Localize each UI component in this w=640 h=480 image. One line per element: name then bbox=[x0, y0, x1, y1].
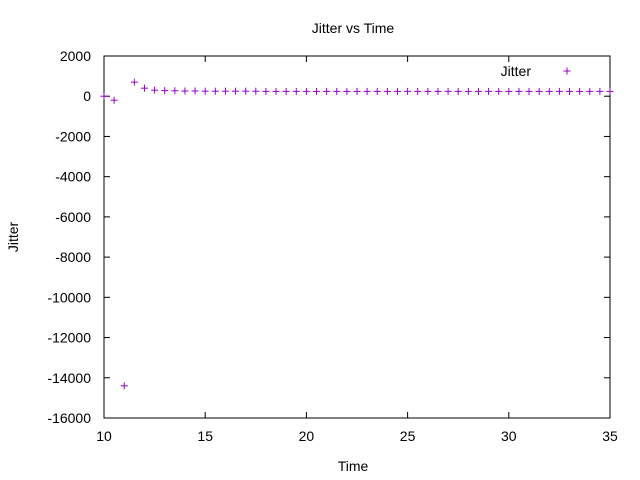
data-point bbox=[434, 87, 442, 95]
data-point bbox=[282, 87, 290, 95]
data-point bbox=[262, 87, 270, 95]
data-point bbox=[404, 87, 412, 95]
data-point bbox=[140, 84, 148, 92]
data-point bbox=[454, 87, 462, 95]
chart-title: Jitter vs Time bbox=[312, 20, 395, 36]
data-point bbox=[566, 87, 574, 95]
data-point bbox=[525, 87, 533, 95]
y-tick-label: -2000 bbox=[55, 128, 91, 144]
data-point bbox=[151, 86, 159, 94]
data-point bbox=[373, 87, 381, 95]
x-tick-label: 15 bbox=[197, 428, 213, 444]
data-point bbox=[606, 87, 614, 95]
data-point bbox=[110, 96, 118, 104]
data-point bbox=[596, 87, 604, 95]
data-point bbox=[232, 87, 240, 95]
data-point bbox=[191, 87, 199, 95]
data-point bbox=[343, 87, 351, 95]
data-point bbox=[393, 87, 401, 95]
data-point bbox=[211, 87, 219, 95]
data-point bbox=[464, 87, 472, 95]
series-jitter-points bbox=[100, 78, 614, 390]
data-point bbox=[505, 87, 513, 95]
y-tick-label: -16000 bbox=[47, 410, 91, 426]
data-point bbox=[181, 87, 189, 95]
y-tick-labels: 2000 0 -2000 -4000 -6000 -8000 -10000 -12000 -14… bbox=[47, 48, 91, 426]
x-tick-label: 25 bbox=[400, 428, 416, 444]
data-point bbox=[353, 87, 361, 95]
data-point bbox=[100, 92, 108, 100]
data-point bbox=[120, 382, 128, 390]
data-point bbox=[252, 87, 260, 95]
data-point bbox=[444, 87, 452, 95]
y-tick-label: -10000 bbox=[47, 289, 91, 305]
x-tick-label: 20 bbox=[299, 428, 315, 444]
data-point bbox=[535, 87, 543, 95]
data-point bbox=[221, 87, 229, 95]
data-point bbox=[424, 87, 432, 95]
x-tick-labels: 10 15 20 25 30 35 bbox=[96, 428, 618, 444]
x-tick-label: 30 bbox=[501, 428, 517, 444]
data-point bbox=[576, 87, 584, 95]
data-point bbox=[323, 87, 331, 95]
x-axis-label: Time bbox=[338, 458, 369, 474]
y-tick-label: -6000 bbox=[55, 209, 91, 225]
y-tick-label: -14000 bbox=[47, 370, 91, 386]
axis-ticks bbox=[103, 55, 611, 419]
data-point bbox=[495, 87, 503, 95]
data-point bbox=[242, 87, 250, 95]
x-tick-label: 10 bbox=[96, 428, 112, 444]
data-point bbox=[130, 78, 138, 86]
data-point bbox=[545, 87, 553, 95]
data-point bbox=[363, 87, 371, 95]
data-point bbox=[485, 87, 493, 95]
data-point bbox=[474, 87, 482, 95]
legend-marker-jitter bbox=[563, 67, 571, 75]
data-point bbox=[302, 87, 310, 95]
y-axis-label: Jitter bbox=[5, 221, 21, 252]
data-point bbox=[414, 87, 422, 95]
data-point bbox=[272, 87, 280, 95]
data-point bbox=[555, 87, 563, 95]
data-point bbox=[161, 87, 169, 95]
y-tick-label: 0 bbox=[83, 88, 91, 104]
x-tick-label: 35 bbox=[602, 428, 618, 444]
y-tick-label: -4000 bbox=[55, 169, 91, 185]
data-point bbox=[383, 87, 391, 95]
data-point bbox=[313, 87, 321, 95]
data-point bbox=[171, 87, 179, 95]
plot-frame bbox=[103, 55, 611, 419]
data-point bbox=[201, 87, 209, 95]
data-point bbox=[333, 87, 341, 95]
y-tick-label: -12000 bbox=[47, 330, 91, 346]
data-point bbox=[292, 87, 300, 95]
y-tick-label: 2000 bbox=[60, 48, 91, 64]
y-tick-label: -8000 bbox=[55, 249, 91, 265]
legend: Jitter bbox=[501, 63, 571, 79]
data-point bbox=[586, 87, 594, 95]
data-point bbox=[515, 87, 523, 95]
legend-label-jitter: Jitter bbox=[501, 63, 532, 79]
